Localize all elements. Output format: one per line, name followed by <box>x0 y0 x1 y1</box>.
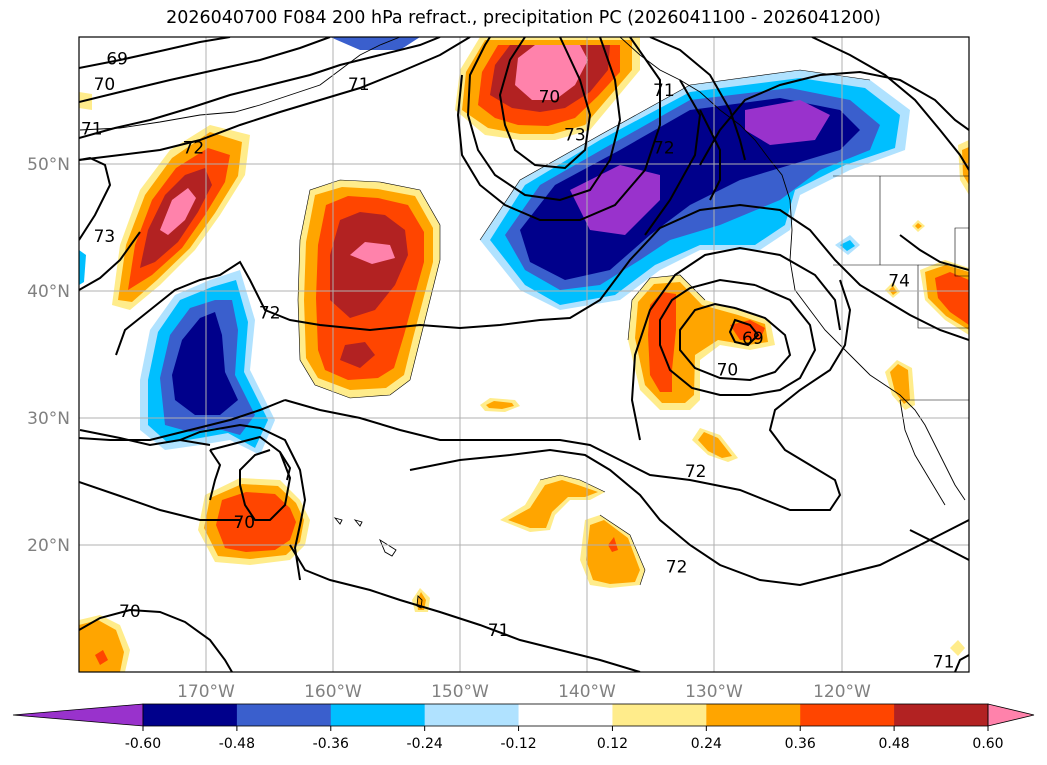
positive-anomaly-region <box>160 188 196 235</box>
colorbar-segment <box>800 704 895 726</box>
fill-outline-layer <box>297 69 871 586</box>
positive-anomaly-region <box>95 650 108 665</box>
colorbar-tick-label: -0.12 <box>500 736 536 752</box>
contour-label: 73 <box>94 227 116 247</box>
lat-label-40: 40°N <box>27 282 70 302</box>
contour-label: 72 <box>685 462 707 482</box>
positive-anomaly-region <box>950 640 965 656</box>
colorbar-extend-min <box>12 703 144 727</box>
colorbar-segment <box>330 704 426 726</box>
political-borders <box>833 175 969 401</box>
lon-label-160w: 160°W <box>304 682 362 702</box>
colorbar-tick-label: 0.60 <box>972 736 1003 752</box>
contour-label: 71 <box>488 621 510 641</box>
negative-anomaly-region <box>745 100 830 145</box>
contour-label: 71 <box>933 653 955 673</box>
lon-label-170w: 170°W <box>177 682 235 702</box>
longitude-labels: 170°W 160°W 150°W 140°W 130°W 120°W <box>177 682 871 702</box>
map-title: 2026040700 F084 200 hPa refract., precip… <box>166 8 881 28</box>
contour-label: 69 <box>742 329 764 349</box>
colorbar: -0.60 -0.48 -0.36 -0.24 -0.12 0.12 0.24 0.36 0.4… <box>12 703 1035 752</box>
contour-label: 70 <box>717 361 739 381</box>
lon-label-130w: 130°W <box>685 682 743 702</box>
positive-anomaly-region <box>350 242 395 264</box>
contour-label: 72 <box>183 138 205 158</box>
contour-label: 71 <box>348 75 370 95</box>
refractivity-contours <box>79 37 969 672</box>
positive-anomaly-region <box>915 223 922 229</box>
colorbar-segment <box>424 704 520 726</box>
positive-anomaly-region <box>486 401 514 409</box>
colorbar-tick-label: -0.60 <box>125 736 161 752</box>
positive-anomaly-region <box>890 364 910 404</box>
positive-anomaly-region <box>216 492 296 552</box>
negative-anomaly-region <box>172 312 238 415</box>
colorbar-tick-label: -0.48 <box>219 736 255 752</box>
colorbar-extend-max <box>987 703 1035 727</box>
negative-anomaly-region <box>570 165 660 235</box>
contour-label: 69 <box>106 49 128 69</box>
positive-anomaly-region <box>935 272 969 325</box>
colorbar-tick-label: 0.24 <box>691 736 722 752</box>
colorbar-tick-label: -0.24 <box>407 736 443 752</box>
contour-label: 72 <box>653 138 675 158</box>
colorbar-segment <box>236 704 332 726</box>
lon-label-140w: 140°W <box>558 682 616 702</box>
contour-label: 70 <box>233 513 255 533</box>
colorbar-tick-label: 0.48 <box>879 736 910 752</box>
contour-label: 70 <box>119 602 141 622</box>
negative-anomaly-region <box>79 250 86 285</box>
contour-label: 74 <box>888 272 910 292</box>
colorbar-segment <box>894 704 989 726</box>
latitude-labels: 20°N 30°N 40°N 50°N <box>27 155 70 556</box>
lon-label-150w: 150°W <box>431 682 489 702</box>
positive-anomaly-region <box>79 620 124 672</box>
positive-anomaly-region <box>698 432 732 458</box>
lat-label-20: 20°N <box>27 536 70 556</box>
contour-label: 72 <box>666 557 688 577</box>
map-frame <box>78 36 970 673</box>
positive-anomaly-region <box>730 320 765 340</box>
colorbar-tick-label: 0.12 <box>597 736 628 752</box>
positive-anomaly-region <box>586 520 640 584</box>
positive-anomaly-region <box>508 480 598 528</box>
coastlines <box>79 37 966 609</box>
negative-anomaly-region <box>330 37 420 50</box>
gridlines <box>79 37 969 672</box>
positive-anomaly-region <box>340 342 375 368</box>
contour-label: 70 <box>539 88 561 108</box>
colorbar-outline <box>142 703 989 727</box>
contour-label: 73 <box>564 126 586 146</box>
colorbar-segment <box>518 704 613 726</box>
contour-label: 72 <box>259 303 281 323</box>
contour-label: 71 <box>81 119 103 139</box>
colorbar-segment <box>612 704 707 726</box>
contour-label: 71 <box>653 81 675 101</box>
negative-anomaly-region <box>840 240 855 251</box>
colorbar-segment <box>706 704 801 726</box>
colorbar-segment <box>143 704 238 726</box>
contour-label: 70 <box>94 75 116 95</box>
colorbar-tick-label: -0.36 <box>313 736 349 752</box>
lat-label-50: 50°N <box>27 155 70 175</box>
lon-label-120w: 120°W <box>813 682 871 702</box>
lat-label-30: 30°N <box>27 409 70 429</box>
colorbar-tick-label: 0.36 <box>785 736 816 752</box>
